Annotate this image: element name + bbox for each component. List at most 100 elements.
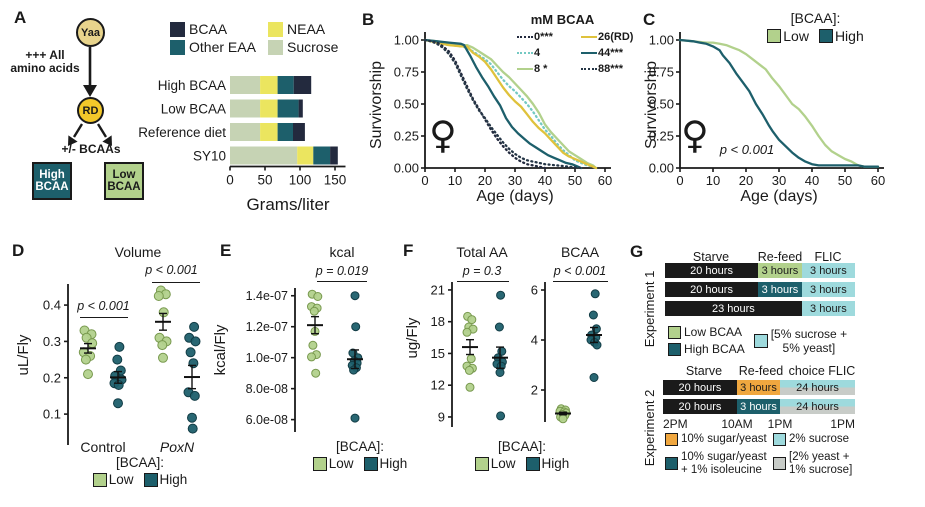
time-label: 10AM [721,417,753,431]
legend-label: 26(RD) [598,31,634,43]
y-tick-label: 0.2 [43,370,61,385]
legend-item: 10% sugar/yeast + 1% isoleucine [665,451,769,476]
data-point [351,322,361,332]
data-point [311,368,321,378]
bar-segment-Sucrose [230,76,261,94]
y-tick-label: 18 [431,314,445,329]
panel-c-label: C [643,10,656,29]
legend-item: 8 * [517,63,577,75]
bar-category-label: Low BCAA [161,102,226,117]
legend-label: [5% sucrose + 5% yeast] [770,326,848,355]
data-point [494,322,504,332]
d-legend: [BCAA]: Low High [60,455,220,487]
sugar-yeast-swatch [665,433,678,446]
legend-item: 88*** [581,63,633,75]
data-point [464,365,474,375]
e-pvalue: p = 0.019 [315,264,369,278]
legend-label: Low [783,28,809,44]
bar-segment-NEAA [260,76,278,94]
timeline-segment: 3 hours [736,399,781,414]
survival-curve-26RD [423,38,598,170]
f-title-total-aa: Total AA [456,244,508,260]
c-legend: [BCAA]: Low High [748,10,883,44]
experiment2-timeline: 20 hours 3 hours 24 hours 20 hours 3 hours 24… [663,380,855,418]
low-bcaa-box: Low BCAA [104,162,144,200]
significance-bar [152,282,200,283]
legend-item: [5% sucrose + 5% yeast] [753,325,848,356]
y-tick-label: 0.00 [394,161,419,176]
g2-header-starve: Starve [685,364,723,378]
data-point [350,413,360,423]
panel-f-label: F [403,241,414,260]
y-tick-label: 1.00 [394,33,419,48]
d-group-poxn: PoxN [159,439,195,455]
legend-label: 4 [534,47,541,59]
y-tick-label: 0.25 [649,129,674,144]
kcal-chart: 6.0e-08 8.0e-08 1.0e-07 1.2e-07 1.4e-07 [246,288,363,432]
data-point [187,423,198,434]
x-tick-label: 0 [421,173,428,188]
high-swatch [143,472,158,487]
legend-item: 0*** [517,31,577,43]
legend-label: 10% sugar/yeast + 1% isoleucine [681,451,767,476]
female-icon: ♀ [681,113,709,157]
diet-legend: BCAA NEAA Other EAA Sucrose [170,21,338,55]
data-point [190,336,201,347]
bcaa-swatch [170,21,185,37]
legend-label: Sucrose [287,39,339,55]
time-label: 1PM [767,417,793,431]
legend-label: Low [108,472,134,487]
g1-header-starve: Starve [692,250,730,264]
y-tick-label: 0.3 [43,334,61,349]
bar-segment-NEAA [260,99,278,118]
diet-flow-arrows [68,47,112,146]
significance-bar [553,281,608,282]
flow-arrow [72,123,84,138]
bar-segment-Sucrose [230,123,261,141]
line-swatch [581,68,597,70]
flow-arrow [96,123,108,138]
survivorship-chart-mm-bcaa: 0.00 0.25 0.50 0.75 1.00 0 10 20 30 40 50 60 [394,32,612,188]
legend-items: Low High [60,472,220,487]
g1-header-refeed: Re-feed [757,250,803,264]
experiment1-side-label: Experiment 1 [642,270,657,348]
data-point [158,352,168,363]
e-y-axis-title: kcal/Fly [212,324,229,376]
g2-header-choice-flic: choice FLIC [788,364,856,378]
data-point [349,365,359,375]
g2-header-refeed: Re-feed [738,364,784,378]
female-icon: ♀ [429,113,457,157]
y-tick-label: 0.25 [394,129,419,144]
b-legend-title: mM BCAA [530,12,595,27]
bar-segment-BCAA [293,76,312,94]
line-swatch [517,36,533,38]
panel-d-label: D [12,241,25,260]
legend-label: High [541,456,570,471]
data-point [112,354,123,365]
x-tick-label: 50 [568,173,582,188]
data-point [350,291,360,301]
significance-bar [80,317,128,318]
significance-bar [317,281,367,282]
y-tick-label: 0.75 [649,65,674,80]
y-tick-label: 15 [431,346,445,361]
timeline-segment: 23 hours [665,301,802,316]
y-tick-label: 0.4 [43,298,61,313]
data-point [495,368,505,377]
bar-segment-OtherEAA [277,99,299,118]
experiment1-legend: Low BCAA High BCAA [5% sucrose + 5% yeas… [668,325,847,356]
y-tick-label: 6 [531,283,538,298]
data-point [308,340,318,350]
data-point [188,358,199,369]
bar-category-label: High BCAA [158,78,226,93]
timeline-segment: 3 hours [736,380,781,395]
legend-item: NEAA [268,21,338,37]
e-legend: [BCAA]: Low High [280,439,440,471]
branch-label: +/- BCAAs [61,142,121,156]
bar-category-label: SY10 [193,149,226,164]
time-label: 1PM [830,417,855,431]
legend-label: 44*** [598,47,624,59]
bar-segment-BCAA [330,146,338,165]
legend-label: 2% sucrose [789,433,850,446]
